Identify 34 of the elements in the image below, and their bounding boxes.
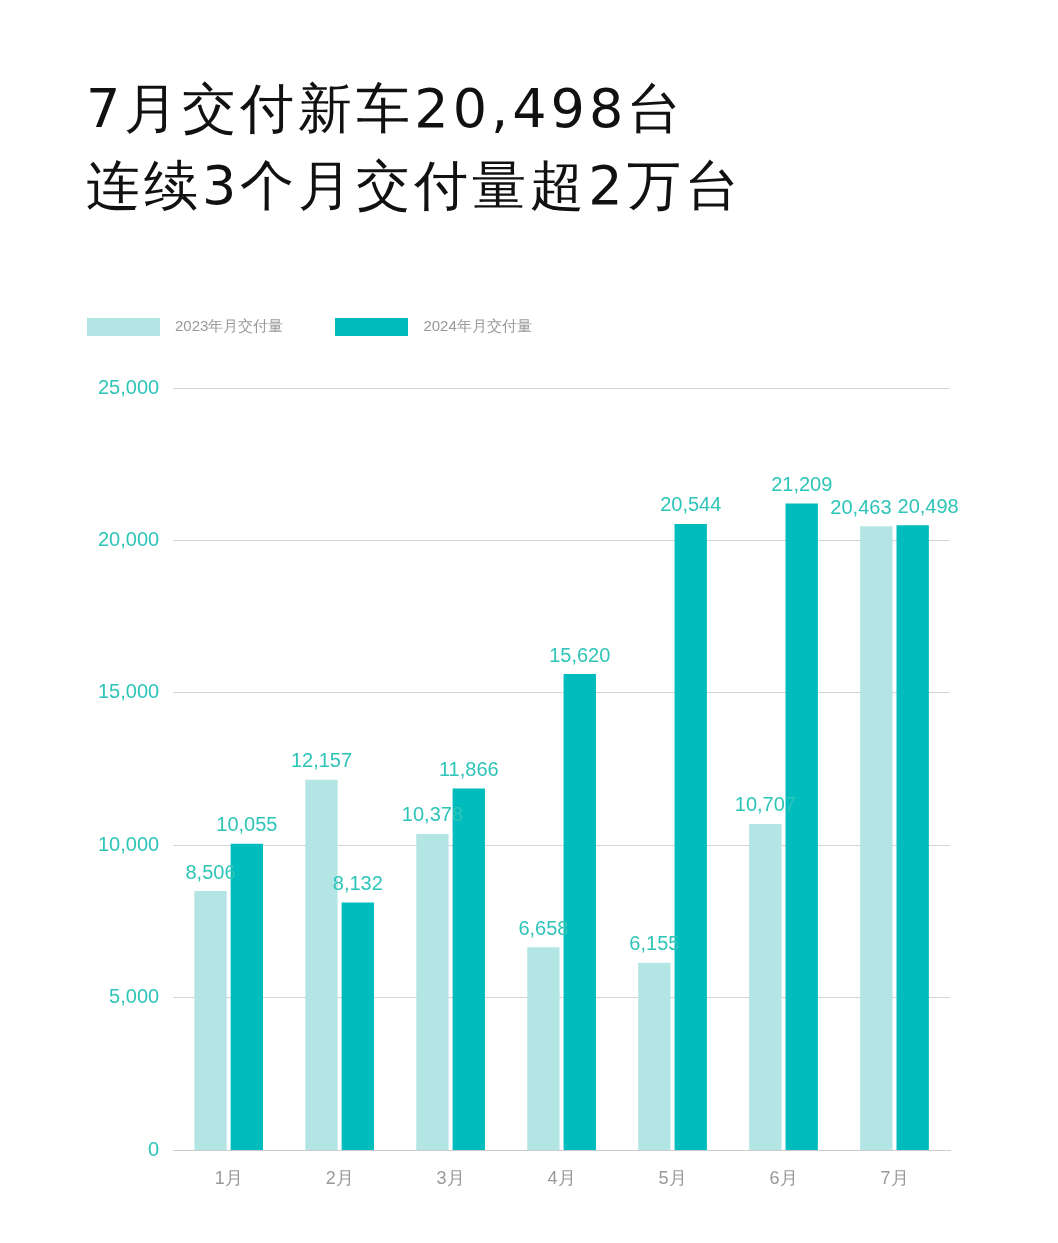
data-label: 12,157 bbox=[290, 749, 353, 772]
y-tick-label: 25,000 bbox=[98, 375, 160, 398]
x-tick-label: 4月 bbox=[547, 1168, 576, 1189]
data-label: 11,866 bbox=[438, 758, 499, 781]
x-tick-label: 5月 bbox=[658, 1168, 687, 1189]
bar bbox=[416, 833, 449, 1150]
data-label: 15,620 bbox=[549, 643, 611, 666]
y-tick-label: 20,000 bbox=[98, 528, 160, 550]
chart-subtitle: 连续3个月交付量超2万台 bbox=[86, 154, 743, 217]
bar bbox=[896, 525, 929, 1150]
data-label: 20,498 bbox=[897, 494, 959, 517]
chart-title: 7月交付新车20,498台 bbox=[86, 77, 686, 140]
x-tick-label: 1月 bbox=[214, 1168, 243, 1189]
x-tick-label: 7月 bbox=[880, 1168, 909, 1189]
x-tick-label: 3月 bbox=[436, 1168, 465, 1189]
data-label: 21,209 bbox=[771, 473, 833, 496]
bar bbox=[527, 947, 560, 1150]
data-label: 20,544 bbox=[660, 493, 722, 516]
bar bbox=[341, 902, 374, 1150]
x-tick-label: 6月 bbox=[769, 1168, 798, 1189]
bar bbox=[194, 891, 227, 1150]
bar bbox=[860, 526, 893, 1150]
y-tick-label: 5,000 bbox=[109, 985, 160, 1008]
y-tick-label: 15,000 bbox=[98, 680, 160, 703]
data-label: 8,132 bbox=[332, 871, 383, 894]
data-label: 10,055 bbox=[216, 813, 278, 836]
x-tick-label: 2月 bbox=[325, 1168, 354, 1189]
data-label: 20,463 bbox=[830, 495, 892, 518]
legend-label: 2023年月交付量 bbox=[175, 317, 284, 336]
legend-label: 2024年月交付量 bbox=[423, 317, 532, 336]
y-tick-label: 0 bbox=[148, 1137, 160, 1160]
bar bbox=[749, 823, 782, 1150]
bar bbox=[638, 962, 671, 1150]
y-tick-label: 10,000 bbox=[98, 832, 160, 855]
